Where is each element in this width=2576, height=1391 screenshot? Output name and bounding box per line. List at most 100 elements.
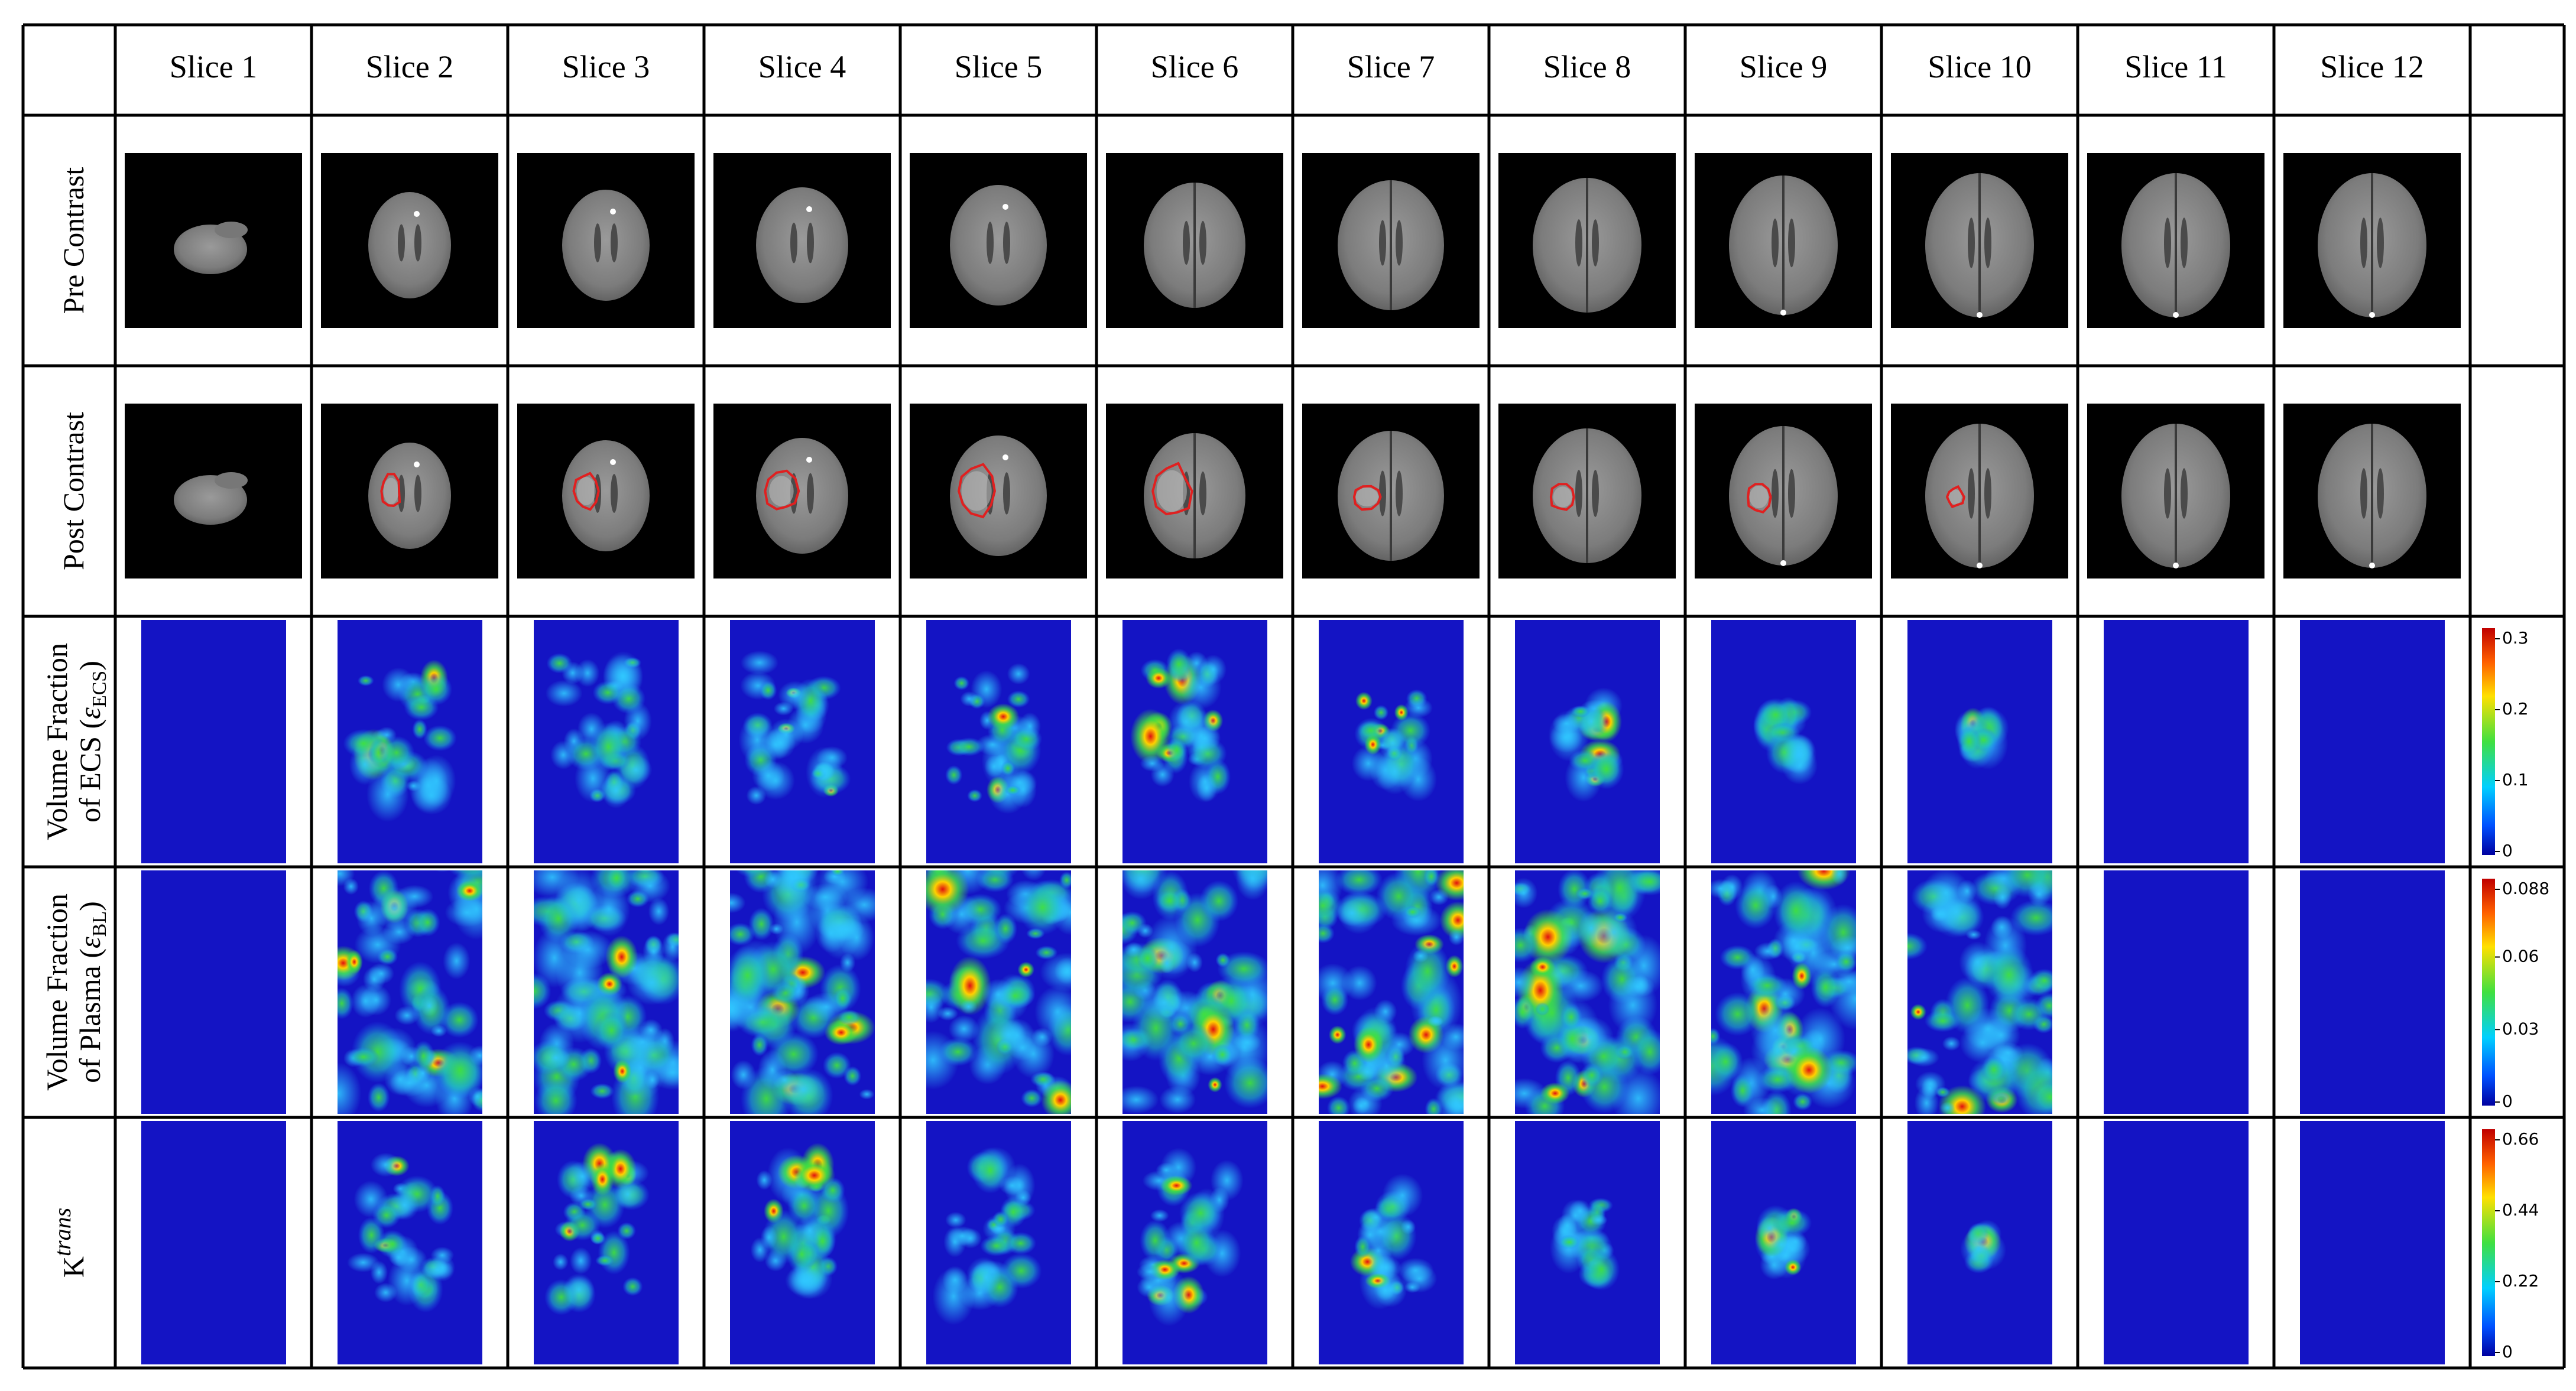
blob: [420, 995, 439, 1017]
blob: [1427, 1016, 1444, 1027]
blob: [1196, 774, 1218, 802]
blob: [388, 1255, 426, 1306]
blob: [953, 676, 970, 691]
vessel: [610, 209, 616, 214]
blob: [546, 653, 573, 674]
blob: [1321, 984, 1349, 1016]
blob: [748, 908, 774, 941]
brain: [950, 436, 1047, 556]
blob: [833, 986, 852, 1010]
vessel: [610, 459, 616, 465]
colorbar-tick-label: 0.66: [2502, 1129, 2539, 1149]
brain: [215, 222, 248, 238]
blob: [1772, 1208, 1812, 1237]
heatmap: [2300, 1121, 2445, 1364]
ventricle: [2181, 468, 2188, 519]
blob: [778, 681, 813, 710]
blob: [1730, 1073, 1755, 1108]
blob: [1915, 1071, 1946, 1097]
label-superscript: trans: [49, 1208, 76, 1256]
ventricle: [1575, 470, 1582, 517]
blob: [575, 754, 612, 803]
label-subscript: BL: [89, 911, 111, 937]
column-header: Slice 4: [758, 49, 846, 84]
ventricle: [2360, 468, 2367, 519]
heatmap-blobs: [1711, 870, 1856, 1114]
vessel: [1977, 563, 1983, 568]
blob: [1394, 704, 1409, 721]
column-header: Slice 11: [2124, 49, 2227, 84]
blob: [615, 1025, 670, 1060]
heatmap-blobs: [932, 1146, 1042, 1325]
blob: [1172, 1023, 1215, 1064]
column-header: Slice 7: [1347, 49, 1435, 84]
blob: [1360, 1215, 1402, 1249]
blob: [415, 908, 440, 937]
blob: [1515, 927, 1539, 963]
blob: [1831, 870, 1848, 885]
brain: [756, 438, 848, 554]
row-label: Ktrans: [49, 1208, 90, 1278]
vessel: [1003, 454, 1008, 460]
blob: [566, 1161, 599, 1192]
ventricle: [1379, 470, 1386, 516]
blob: [1034, 985, 1071, 1038]
row-label-text: Ktrans: [49, 1208, 90, 1278]
blob: [1035, 945, 1058, 960]
blob: [763, 1209, 805, 1265]
blob: [987, 703, 1020, 730]
ventricle: [1772, 218, 1779, 268]
blob: [764, 870, 782, 889]
column-header: Slice 1: [170, 49, 257, 84]
blob: [859, 1088, 875, 1100]
blob: [1436, 1076, 1464, 1114]
tumor-outline: [1945, 485, 1965, 509]
blob: [1166, 737, 1188, 763]
blob: [1990, 915, 2013, 940]
blob: [469, 1045, 482, 1066]
blob: [1004, 785, 1021, 795]
tumor-core: [383, 477, 399, 505]
blob: [1054, 957, 1071, 984]
ventricle: [398, 224, 405, 262]
blob: [1040, 1080, 1071, 1114]
row-label: Volume Fraction of Plasma (εBL): [40, 893, 111, 1091]
blob: [1743, 1097, 1781, 1114]
blob: [613, 1059, 632, 1084]
blob: [1374, 999, 1397, 1024]
blob: [338, 987, 354, 1019]
column-header: Slice 2: [366, 49, 453, 84]
blob: [945, 765, 963, 785]
colorbar-tick-label: 0.06: [2502, 947, 2539, 966]
blob: [1235, 870, 1267, 889]
ventricle: [1396, 220, 1403, 266]
heatmap-blobs: [347, 1152, 455, 1313]
heatmap-blobs: [1349, 1174, 1438, 1310]
blob: [1326, 1096, 1351, 1114]
ventricle: [790, 222, 797, 264]
blob: [412, 719, 427, 740]
ventricle: [1984, 468, 1991, 519]
blob: [1180, 665, 1222, 710]
blob: [1747, 973, 1787, 998]
blob: [959, 999, 978, 1014]
blob: [759, 680, 777, 700]
ventricle: [1592, 470, 1599, 517]
blob: [1397, 1257, 1434, 1283]
blob: [1711, 879, 1735, 899]
blob: [443, 942, 471, 980]
heatmap-blobs: [545, 651, 653, 809]
blob: [751, 1034, 768, 1057]
blob: [1942, 1036, 1961, 1051]
heatmap-blobs: [1754, 1205, 1812, 1280]
heatmap-blobs: [730, 870, 875, 1114]
ventricle: [1772, 469, 1779, 518]
heatmap: [2300, 620, 2445, 863]
blob: [1785, 1046, 1833, 1094]
tumor-outline: [764, 469, 800, 511]
heatmap: [2300, 870, 2445, 1114]
blob: [648, 897, 670, 925]
ventricle: [2181, 217, 2188, 268]
